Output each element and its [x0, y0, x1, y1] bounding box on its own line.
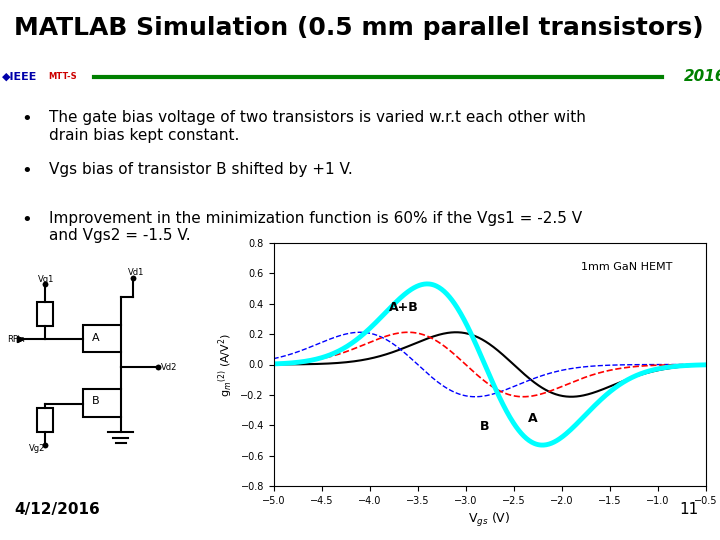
A [625, 375, 634, 382]
A red [528, 393, 537, 399]
A+B [701, 362, 710, 368]
A red [693, 361, 701, 368]
A red [475, 374, 484, 380]
Line: A red: A red [274, 332, 706, 397]
Line: B: B [274, 332, 706, 397]
Text: Improvement in the minimization function is 60% if the Vgs1 = -2.5 V
and Vgs2 = : Improvement in the minimization function… [49, 211, 582, 243]
Text: Vd1: Vd1 [128, 268, 145, 276]
Text: 11: 11 [679, 502, 698, 517]
A [478, 336, 487, 343]
A red [625, 364, 634, 370]
A [452, 329, 461, 335]
Text: Vg1: Vg1 [37, 275, 54, 284]
Bar [83, 325, 121, 353]
Text: MTT-S: MTT-S [49, 72, 77, 82]
B [693, 361, 701, 368]
A+B [269, 361, 278, 367]
Text: 2016: 2016 [684, 70, 720, 84]
Bar [37, 408, 53, 432]
Text: MATLAB Simulation (0.5 mm parallel transistors): MATLAB Simulation (0.5 mm parallel trans… [14, 16, 704, 40]
A [269, 361, 278, 368]
Y-axis label: g$_m$$^{(2)}$ (A/V$^2$): g$_m$$^{(2)}$ (A/V$^2$) [216, 333, 235, 396]
A+B [478, 355, 487, 362]
B [471, 394, 480, 400]
Text: A: A [91, 333, 99, 343]
A red [701, 361, 710, 368]
A red [518, 394, 527, 400]
A+B [475, 349, 484, 356]
Text: •: • [22, 162, 32, 180]
Text: •: • [22, 110, 32, 128]
Bar [83, 389, 121, 417]
A+B [538, 442, 546, 448]
A [527, 377, 536, 383]
A red [504, 391, 513, 397]
A red [403, 329, 412, 335]
A red [269, 361, 278, 367]
A+B [423, 281, 431, 287]
Text: Vgs bias of transistor B shifted by +1 V.: Vgs bias of transistor B shifted by +1 V… [49, 162, 353, 177]
A [701, 362, 710, 368]
Text: B: B [480, 420, 490, 433]
A+B [527, 439, 536, 446]
B [528, 376, 537, 382]
A+B [504, 411, 513, 417]
B [476, 393, 485, 400]
A red [478, 376, 487, 382]
Text: B: B [91, 396, 99, 406]
X-axis label: V$_{gs}$ (V): V$_{gs}$ (V) [469, 511, 510, 529]
A [567, 394, 576, 400]
Text: ◆IEEE: ◆IEEE [2, 72, 37, 82]
Bar [37, 302, 53, 327]
B [701, 361, 710, 368]
Text: RFin: RFin [7, 335, 25, 344]
Text: Vd2: Vd2 [161, 363, 177, 372]
Text: A+B: A+B [389, 301, 418, 314]
Text: The gate bias voltage of two transistors is varied w.r.t each other with
drain b: The gate bias voltage of two transistors… [49, 110, 586, 143]
A+B [625, 375, 634, 382]
Text: •: • [22, 211, 32, 228]
B [505, 385, 513, 392]
A [475, 335, 484, 341]
A+B [693, 362, 701, 368]
Line: A+B: A+B [274, 284, 706, 445]
A [693, 362, 701, 369]
B [356, 329, 364, 335]
Text: A: A [528, 412, 538, 425]
Line: A: A [274, 332, 706, 397]
Text: 4/12/2016: 4/12/2016 [14, 502, 100, 517]
Text: Vg2: Vg2 [30, 443, 45, 453]
B [269, 355, 278, 362]
B [479, 393, 487, 400]
A [504, 356, 513, 363]
Text: 1mm GaN HEMT: 1mm GaN HEMT [581, 262, 672, 272]
B [625, 361, 634, 368]
